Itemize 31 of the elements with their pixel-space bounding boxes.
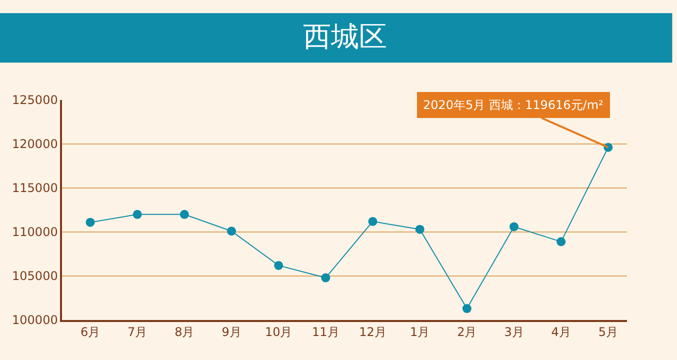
point bbox=[274, 260, 284, 270]
point bbox=[556, 237, 566, 246]
y-tick-label: 110000 bbox=[12, 225, 58, 240]
x-tick-label: 8月 bbox=[174, 325, 194, 340]
point bbox=[132, 210, 142, 219]
x-tick-label: 4月 bbox=[551, 325, 571, 340]
y-tick-label: 125000 bbox=[12, 93, 58, 108]
y-tick-label: 100000 bbox=[12, 313, 58, 328]
x-tick-label: 11月 bbox=[312, 325, 340, 340]
x-tick-label: 1月 bbox=[410, 325, 430, 340]
y-tick-label: 120000 bbox=[12, 137, 58, 152]
point bbox=[462, 304, 472, 314]
point bbox=[415, 224, 424, 234]
x-tick-label: 5月 bbox=[598, 325, 618, 340]
x-tick-label: 3月 bbox=[504, 325, 524, 340]
x-tick-label: 10月 bbox=[264, 325, 292, 340]
point bbox=[368, 216, 378, 226]
x-tick-label: 9月 bbox=[222, 325, 242, 340]
point bbox=[86, 218, 95, 227]
annotation: 2020年5月 西城：119616元/m² bbox=[423, 98, 604, 112]
y-tick-label: 115000 bbox=[12, 181, 58, 196]
x-tick-label: 6月 bbox=[80, 325, 100, 340]
point bbox=[510, 222, 518, 232]
y-tick-label: 105000 bbox=[12, 269, 58, 284]
x-tick-label: 7月 bbox=[128, 325, 148, 340]
point bbox=[321, 273, 330, 282]
x-tick-label: 2月 bbox=[457, 325, 477, 340]
point bbox=[227, 226, 236, 236]
chart-title: 西城区 bbox=[303, 20, 387, 53]
point bbox=[180, 210, 189, 219]
x-tick-label: 12月 bbox=[359, 325, 386, 340]
